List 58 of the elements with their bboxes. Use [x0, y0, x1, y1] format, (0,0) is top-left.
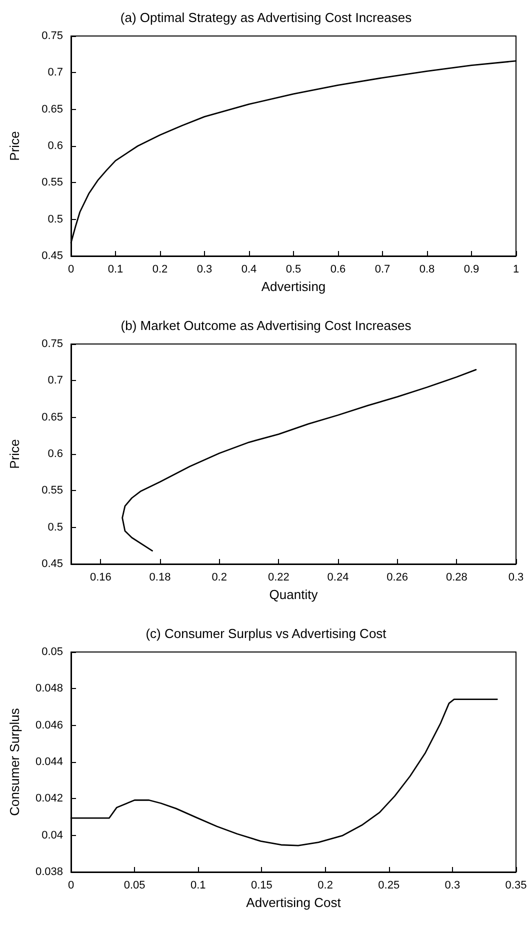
y-tick-label: 0.042 [35, 792, 63, 805]
y-tick-label: 0.5 [48, 521, 63, 534]
x-tick-label: 0.8 [419, 264, 435, 276]
y-tick-label: 0.05 [42, 646, 63, 658]
x-tick-label: 0 [68, 264, 74, 276]
y-tick-label: 0.6 [48, 140, 63, 152]
y-tick-label: 0.65 [42, 103, 63, 116]
x-tick-label: 0.05 [124, 880, 146, 892]
x-tick-label: 0.2 [212, 572, 227, 584]
x-tick-label: 0.1 [190, 880, 206, 892]
chart-title: (a) Optimal Strategy as Advertising Cost Increases [120, 10, 412, 25]
y-tick-label: 0.7 [48, 374, 63, 387]
y-tick-label: 0.55 [42, 176, 63, 189]
x-tick-label: 0.26 [386, 572, 408, 584]
y-tick-label: 0.038 [35, 866, 63, 878]
x-tick-label: 0.3 [444, 880, 460, 892]
x-tick-label: 0.7 [374, 264, 390, 276]
chart-title: (b) Market Outcome as Advertising Cost Increases [120, 318, 412, 333]
x-tick-label: 0.15 [251, 880, 272, 892]
x-tick-label: 0.3 [508, 572, 524, 584]
x-tick-label: 0.9 [464, 264, 480, 276]
y-tick-label: 0.044 [35, 756, 63, 768]
y-tick-label: 0.75 [42, 338, 63, 350]
y-tick-label: 0.046 [35, 719, 63, 732]
x-tick-label: 0.2 [318, 880, 333, 892]
y-tick-label: 0.75 [42, 30, 63, 42]
y-axis-title: Consumer Surplus [7, 708, 22, 816]
x-tick-label: 0.3 [196, 264, 212, 276]
x-tick-label: 0.18 [149, 572, 171, 584]
y-tick-label: 0.5 [48, 213, 63, 226]
x-tick-label: 0.1 [108, 264, 124, 276]
x-tick-label: 0.16 [90, 572, 112, 584]
y-tick-label: 0.048 [35, 682, 63, 695]
y-axis-title: Price [7, 131, 22, 161]
y-tick-label: 0.45 [42, 558, 63, 570]
chart-title: (c) Consumer Surplus vs Advertising Cost [146, 626, 387, 641]
x-tick-label: 0.35 [505, 880, 527, 892]
x-tick-label: 0 [68, 880, 74, 892]
x-axis-title: Advertising Cost [246, 895, 342, 910]
line-series [122, 368, 477, 552]
x-axis-title: Quantity [269, 587, 318, 602]
y-tick-label: 0.65 [42, 411, 63, 424]
x-tick-label: 0.25 [378, 880, 400, 892]
y-tick-label: 0.04 [42, 829, 63, 842]
y-tick-label: 0.7 [48, 66, 63, 79]
y-tick-label: 0.6 [48, 448, 63, 460]
x-tick-label: 0.5 [286, 264, 302, 276]
y-tick-label: 0.45 [42, 250, 63, 262]
x-tick-label: 0.28 [446, 572, 468, 584]
x-axis-title: Advertising [261, 279, 326, 294]
x-tick-label: 0.22 [268, 572, 290, 584]
y-axis-title: Price [7, 439, 22, 469]
x-tick-label: 0.4 [241, 264, 257, 276]
x-tick-label: 1 [512, 264, 520, 276]
x-tick-label: 0.2 [152, 264, 168, 276]
x-tick-label: 0.6 [330, 264, 346, 276]
y-tick-label: 0.55 [42, 484, 63, 497]
x-tick-label: 0.24 [327, 572, 349, 584]
